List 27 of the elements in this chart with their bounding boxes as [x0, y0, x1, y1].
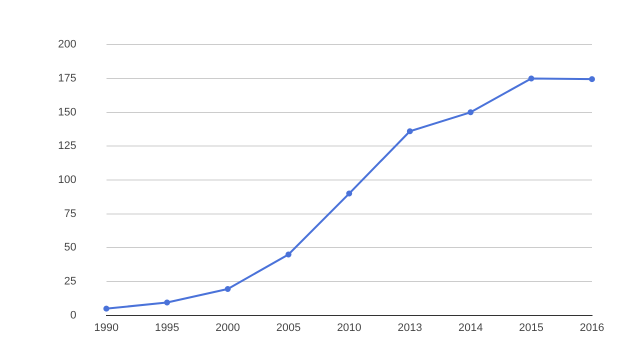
x-tick-label: 2016	[580, 322, 604, 334]
point	[224, 286, 231, 292]
x-tick-label: 1995	[154, 322, 180, 334]
x-tick-label: 2005	[276, 322, 301, 334]
point	[406, 128, 413, 134]
point	[346, 190, 352, 197]
y-tick-label: 25	[64, 276, 76, 288]
y-tick-label: 0	[70, 309, 76, 322]
point	[528, 75, 534, 82]
y-tick-label: 125	[58, 140, 76, 152]
point	[285, 251, 292, 258]
point	[589, 76, 595, 82]
x-tick-label: 2010	[336, 322, 362, 334]
y-tick-label: 100	[58, 174, 76, 186]
x-tick-label: 1990	[94, 322, 119, 334]
y-tick-label: 200	[58, 38, 76, 51]
y-tick-label: 175	[58, 72, 76, 84]
y-tick-label: 75	[64, 208, 76, 220]
x-tick-label: 2015	[519, 322, 544, 334]
point	[164, 300, 170, 306]
x-tick-label: 2013	[398, 322, 422, 334]
point	[103, 306, 110, 312]
y-tick-label: 50	[64, 242, 76, 254]
x-tick-label: 2014	[458, 322, 483, 334]
point	[468, 109, 474, 116]
x-tick-label: 2000	[216, 322, 240, 334]
y-tick-label: 150	[58, 106, 76, 118]
